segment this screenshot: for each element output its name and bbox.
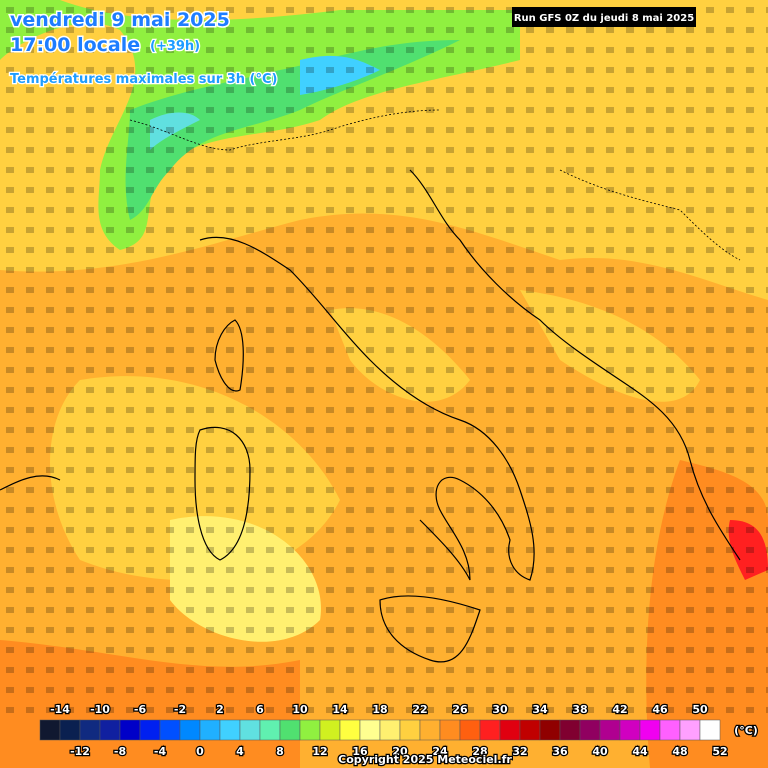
- scale-label: -12: [70, 745, 90, 758]
- scale-label: 4: [236, 745, 244, 758]
- scale-swatch: [539, 719, 561, 741]
- scale-label: 6: [256, 703, 264, 716]
- scale-label: 50: [692, 703, 708, 716]
- scale-swatch: [559, 719, 581, 741]
- scale-label: 8: [276, 745, 284, 758]
- scale-label: 30: [492, 703, 508, 716]
- scale-swatch: [59, 719, 81, 741]
- scale-label: 12: [312, 745, 327, 758]
- scale-swatch: [599, 719, 621, 741]
- scale-label: -14: [50, 703, 70, 716]
- scale-swatch: [399, 719, 421, 741]
- scale-swatch: [139, 719, 161, 741]
- scale-label: 34: [532, 703, 548, 716]
- scale-label: 22: [412, 703, 427, 716]
- scale-label: 42: [612, 703, 627, 716]
- scale-label: 10: [292, 703, 308, 716]
- map-subtitle: Températures maximales sur 3h (°C): [10, 72, 277, 87]
- scale-swatch: [499, 719, 521, 741]
- scale-swatch: [259, 719, 281, 741]
- scale-label: 20: [392, 745, 408, 758]
- scale-label: 44: [632, 745, 648, 758]
- scale-swatch: [379, 719, 401, 741]
- scale-label: 32: [512, 745, 527, 758]
- color-scale: -14 -10 -6 -2 2 6 10 14 18 22 26 30 34 38 42 46 50-12 -8-…: [39, 702, 759, 759]
- scale-swatch: [299, 719, 321, 741]
- forecast-time: 17:00 locale: [10, 34, 140, 56]
- scale-label: -10: [90, 703, 110, 716]
- scale-swatch: [699, 719, 721, 741]
- forecast-offset: (+39h): [150, 39, 200, 54]
- scale-swatch: [79, 719, 101, 741]
- scale-label: 16: [352, 745, 368, 758]
- scale-label: 38: [572, 703, 587, 716]
- scale-swatch: [239, 719, 261, 741]
- scale-label: 28: [472, 745, 487, 758]
- copyright: Copyright 2025 Meteociel.fr: [338, 753, 512, 766]
- scale-swatch: [639, 719, 661, 741]
- scale-label: 40: [592, 745, 608, 758]
- scale-label: 0: [196, 745, 204, 758]
- scale-label: -8: [114, 745, 126, 758]
- scale-swatch: [459, 719, 481, 741]
- run-box: [512, 7, 696, 27]
- scale-label: 48: [672, 745, 687, 758]
- scale-swatch: [159, 719, 181, 741]
- scale-swatch: [479, 719, 501, 741]
- scale-swatch: [359, 719, 381, 741]
- scale-swatch: [579, 719, 601, 741]
- scale-swatch: [659, 719, 681, 741]
- scale-swatch: [619, 719, 641, 741]
- scale-swatch: [179, 719, 201, 741]
- scale-swatch: [519, 719, 541, 741]
- scale-label: 52: [712, 745, 727, 758]
- scale-swatch: [119, 719, 141, 741]
- scale-label: 14: [332, 703, 348, 716]
- scale-label: -4: [154, 745, 167, 758]
- header: vendredi 9 mai 2025 17:00 locale (+39h) …: [9, 7, 696, 88]
- scale-swatch: [219, 719, 241, 741]
- scale-swatch: [199, 719, 221, 741]
- coastlines: [0, 109, 741, 663]
- scale-label: 18: [372, 703, 387, 716]
- scale-label: 36: [552, 745, 568, 758]
- scale-swatch: [39, 719, 61, 741]
- scale-label: 46: [652, 703, 668, 716]
- scale-label: -2: [174, 703, 186, 716]
- scale-unit: (°C): [734, 724, 758, 737]
- run-info: Run GFS 0Z du jeudi 8 mai 2025: [514, 13, 694, 24]
- scale-label: -6: [134, 703, 147, 716]
- scale-label: 2: [216, 703, 224, 716]
- scale-swatch: [279, 719, 301, 741]
- forecast-date: vendredi 9 mai 2025: [10, 9, 230, 31]
- scale-swatch: [439, 719, 461, 741]
- scale-swatch: [99, 719, 121, 741]
- scale-swatch: [319, 719, 341, 741]
- scale-swatch: [339, 719, 361, 741]
- scale-swatch: [419, 719, 441, 741]
- scale-swatch: [679, 719, 701, 741]
- scale-label: 24: [432, 745, 448, 758]
- scale-label: 26: [452, 703, 468, 716]
